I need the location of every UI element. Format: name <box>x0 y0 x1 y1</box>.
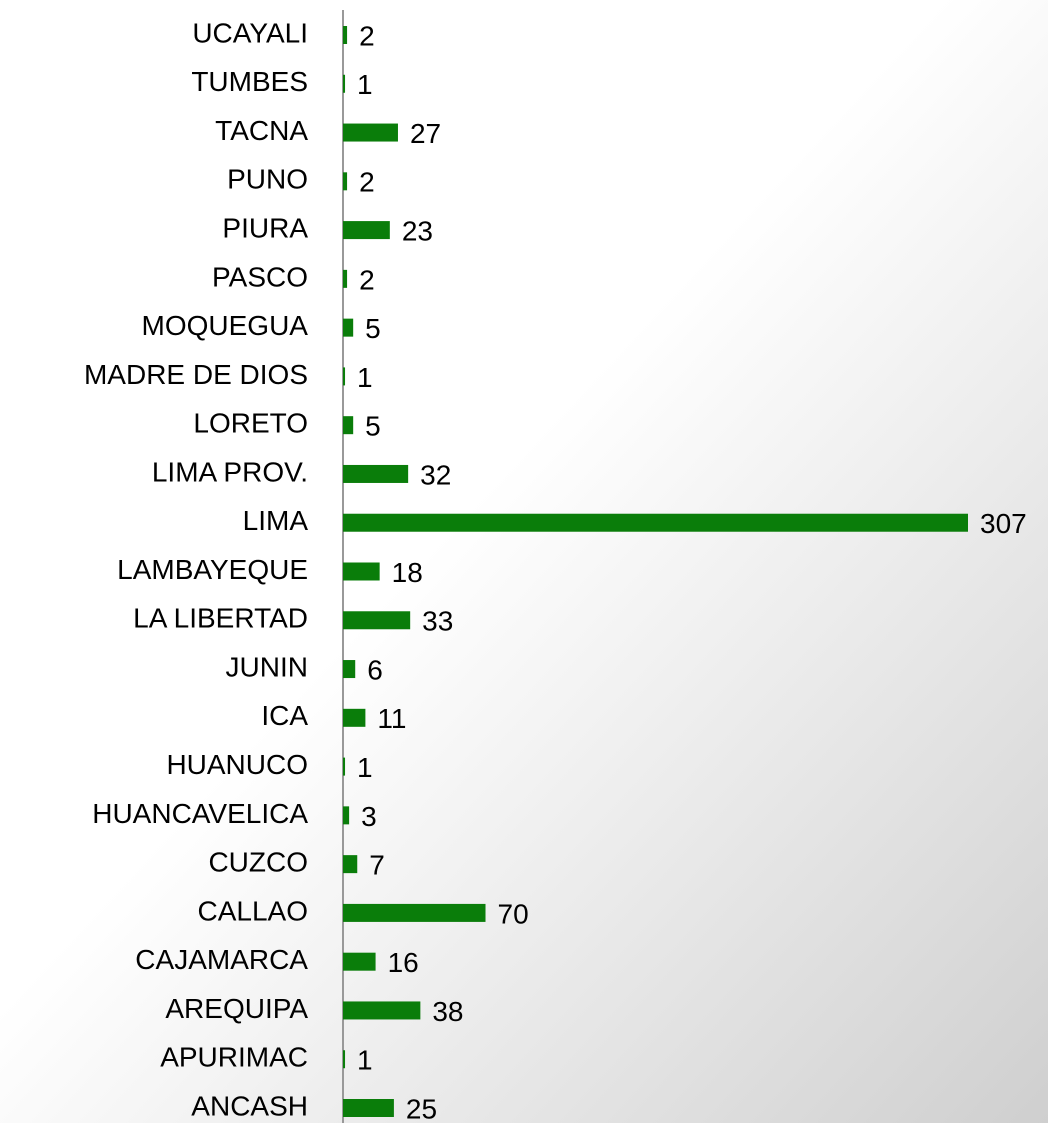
value-label: 25 <box>406 1093 437 1123</box>
value-label: 2 <box>359 264 375 295</box>
category-label: PUNO <box>227 164 308 195</box>
bar <box>343 464 409 483</box>
category-label: JUNIN <box>226 651 308 682</box>
value-label: 32 <box>420 459 451 490</box>
bar <box>343 611 411 630</box>
category-label: LA LIBERTAD <box>133 603 308 634</box>
category-label: HUANUCO <box>166 749 308 780</box>
value-label: 23 <box>402 215 433 246</box>
value-label: 6 <box>367 654 383 685</box>
value-label: 2 <box>359 167 375 198</box>
category-label: TACNA <box>215 115 308 146</box>
category-label: PIURA <box>222 212 308 243</box>
category-label: MOQUEGUA <box>142 310 309 341</box>
value-label: 1 <box>357 362 373 393</box>
value-label: 5 <box>365 411 381 442</box>
bar <box>343 562 380 581</box>
bar <box>343 269 348 288</box>
bar <box>343 1099 394 1117</box>
bar <box>343 513 968 532</box>
bar <box>343 74 346 93</box>
category-label: LORETO <box>193 408 308 439</box>
category-label: CALLAO <box>198 895 309 926</box>
category-label: AREQUIPA <box>165 993 308 1024</box>
value-label: 33 <box>422 606 453 637</box>
bar <box>343 806 350 825</box>
category-label: TUMBES <box>191 66 308 97</box>
value-label: 16 <box>388 947 419 978</box>
category-label: LIMA PROV. <box>152 456 308 487</box>
category-label: UCAYALI <box>192 17 308 48</box>
bar <box>343 221 390 240</box>
bar <box>343 660 356 679</box>
value-label: 3 <box>361 801 377 832</box>
value-label: 70 <box>498 898 529 929</box>
value-label: 27 <box>410 118 441 149</box>
bar <box>343 1001 421 1020</box>
value-label: 2 <box>359 20 375 51</box>
category-label: PASCO <box>212 261 308 292</box>
category-label: CUZCO <box>208 847 308 878</box>
value-label: 307 <box>980 508 1027 539</box>
bar <box>343 318 354 337</box>
value-label: 18 <box>392 557 423 588</box>
category-label: LIMA <box>243 505 309 536</box>
bar <box>343 1050 346 1069</box>
value-label: 7 <box>369 850 385 881</box>
value-label: 11 <box>377 703 406 734</box>
category-label: ANCASH <box>191 1090 308 1121</box>
bar <box>343 952 376 971</box>
bar <box>343 416 354 435</box>
bar <box>343 123 398 142</box>
value-label: 1 <box>357 752 373 783</box>
bar <box>343 367 346 386</box>
category-label: APURIMAC <box>160 1042 308 1073</box>
bar <box>343 26 348 44</box>
value-label: 38 <box>432 996 463 1027</box>
category-label: MADRE DE DIOS <box>84 359 308 390</box>
category-label: ICA <box>261 700 308 731</box>
value-label: 5 <box>365 313 381 344</box>
bar <box>343 903 486 922</box>
value-label: 1 <box>357 69 373 100</box>
bar <box>343 172 348 191</box>
bar <box>343 708 366 727</box>
bar <box>343 757 346 776</box>
category-label: LAMBAYEQUE <box>117 554 308 585</box>
category-label: HUANCAVELICA <box>92 798 308 829</box>
value-label: 1 <box>357 1045 373 1076</box>
category-label: CAJAMARCA <box>135 944 308 975</box>
bar <box>343 855 358 874</box>
